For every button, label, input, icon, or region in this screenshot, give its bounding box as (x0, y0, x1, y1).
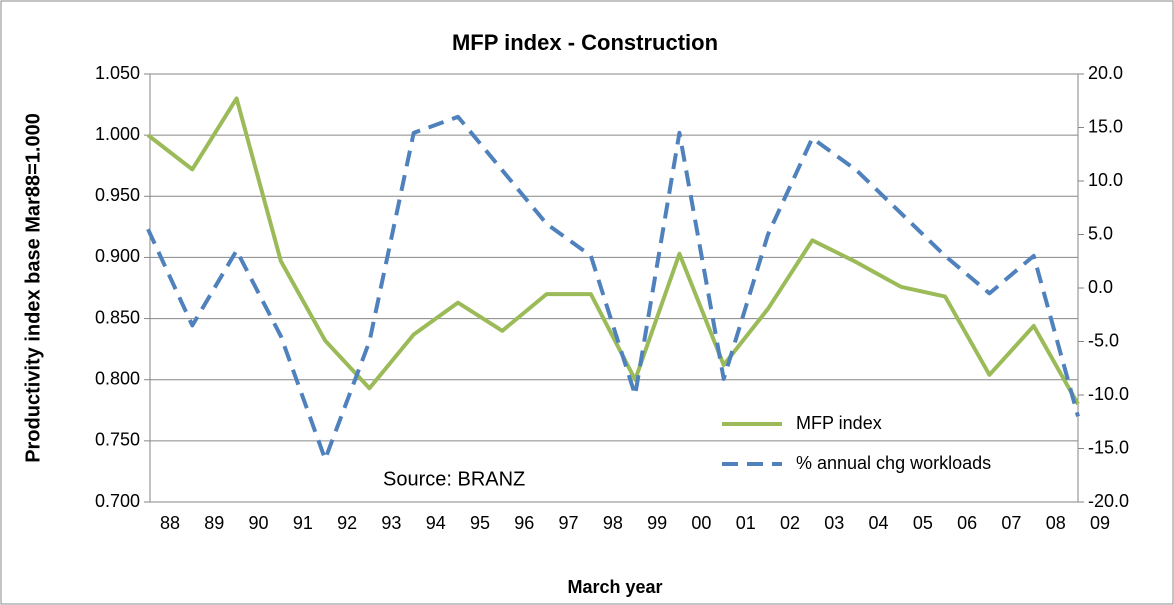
x-tick-label: 07 (1001, 513, 1021, 533)
x-tick-label: 89 (204, 513, 224, 533)
x-tick-label: 98 (603, 513, 623, 533)
x-tick-label: 99 (647, 513, 667, 533)
chart-title: MFP index - Construction (452, 30, 718, 55)
y2-tick-label: 5.0 (1088, 223, 1113, 243)
line-series (146, 96, 1080, 406)
y2-tick-label: 0.0 (1088, 277, 1113, 297)
x-tick-label: 94 (426, 513, 446, 533)
y2-tick-label: -20.0 (1088, 491, 1129, 511)
y2-tick-label: -5.0 (1088, 330, 1119, 350)
x-tick-label: 05 (913, 513, 933, 533)
x-tick-label: 00 (691, 513, 711, 533)
y-tick-label: 0.950 (95, 185, 140, 205)
y-tick-label: 0.900 (95, 246, 140, 266)
y2-tick-label: -10.0 (1088, 384, 1129, 404)
x-tick-label: 91 (293, 513, 313, 533)
annotation: Source: BRANZ (383, 468, 525, 490)
x-tick-label: 97 (559, 513, 579, 533)
y-tick-label: 1.000 (95, 124, 140, 144)
y-tick-label: 0.700 (95, 491, 140, 511)
y-tick-label: 1.050 (95, 63, 140, 83)
x-tick-label: 06 (957, 513, 977, 533)
x-tick-label: 88 (160, 513, 180, 533)
x-tick-label: 09 (1090, 513, 1110, 533)
y2-tick-label: 20.0 (1088, 63, 1123, 83)
legend-label: % annual chg workloads (796, 453, 991, 473)
line-series (146, 114, 1080, 462)
x-tick-label: 92 (337, 513, 357, 533)
y-tick-label: 0.800 (95, 368, 140, 388)
x-tick-label: 02 (780, 513, 800, 533)
y2-tick-label: 15.0 (1088, 116, 1123, 136)
legend-label: MFP index (796, 413, 882, 433)
y2-tick-label: -15.0 (1088, 437, 1129, 457)
x-tick-label: 93 (381, 513, 401, 533)
x-tick-label: 03 (824, 513, 844, 533)
x-tick-label: 96 (514, 513, 534, 533)
y-tick-label: 0.850 (95, 307, 140, 327)
y-tick-label: 0.750 (95, 430, 140, 450)
x-axis-label: March year (567, 577, 662, 597)
x-tick-label: 04 (869, 513, 889, 533)
x-tick-label: 01 (736, 513, 756, 533)
y2-tick-label: 10.0 (1088, 170, 1123, 190)
x-tick-label: 08 (1046, 513, 1066, 533)
y-axis-label: Productivity index base Mar88=1.000 (22, 113, 44, 463)
x-tick-label: 90 (249, 513, 269, 533)
x-tick-label: 95 (470, 513, 490, 533)
